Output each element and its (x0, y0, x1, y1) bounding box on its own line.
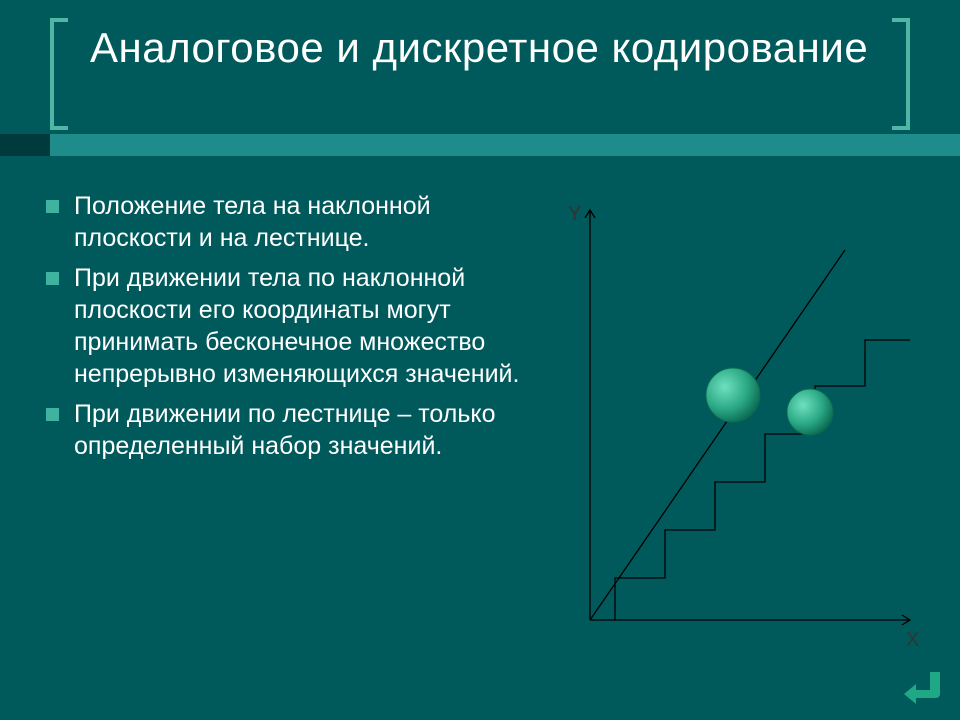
diagram-svg: YX (555, 190, 925, 650)
title-bracket-left-icon (50, 18, 68, 130)
list-item: При движении тела по наклонной плоскости… (40, 262, 520, 390)
bullet-text: Положение тела на наклонной плоскости и … (74, 192, 431, 252)
accent-bar (0, 134, 960, 156)
bullet-text: При движении тела по наклонной плоскости… (74, 264, 519, 388)
svg-text:X: X (906, 629, 919, 650)
slide-title: Аналоговое и дискретное кодирование (90, 24, 868, 72)
slide: Аналоговое и дискретное кодирование Поло… (0, 0, 960, 720)
return-icon[interactable] (902, 666, 946, 706)
accent-bar-right (50, 134, 960, 156)
list-item: Положение тела на наклонной плоскости и … (40, 190, 520, 254)
accent-bar-left (0, 134, 50, 156)
bullet-text: При движении по лестнице – только опреде… (74, 400, 496, 460)
svg-text:Y: Y (568, 203, 581, 225)
title-bracket-right-icon (892, 18, 910, 130)
body-text-area: Положение тела на наклонной плоскости и … (40, 190, 520, 470)
bullet-list: Положение тела на наклонной плоскости и … (40, 190, 520, 462)
analog-discrete-diagram: YX (555, 190, 925, 650)
list-item: При движении по лестнице – только опреде… (40, 398, 520, 462)
